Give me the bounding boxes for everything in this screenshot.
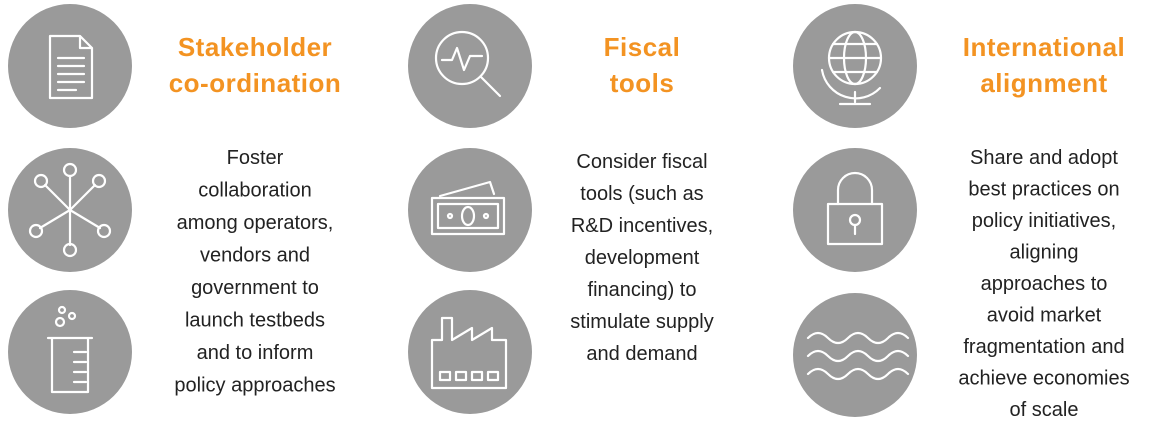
column-body: stimulate supply [570, 311, 713, 333]
column-body: approaches to [981, 273, 1108, 295]
column-body: among operators, [177, 212, 334, 234]
column-body: financing) to [588, 279, 697, 301]
column-body: and to inform [197, 342, 314, 364]
column-title: Fiscal [604, 32, 681, 62]
column-body: vendors and [200, 245, 310, 267]
column-body: fragmentation and [963, 336, 1124, 358]
icon-circle [408, 290, 532, 414]
document-icon [48, 34, 94, 100]
column-body: aligning [1010, 242, 1079, 264]
column-title: Stakeholder [178, 32, 332, 62]
icon-circle [8, 290, 132, 414]
magnifier-icon [434, 30, 502, 98]
column-title: alignment [980, 68, 1107, 98]
globe-icon [820, 30, 883, 106]
column-body: Share and adopt [970, 147, 1118, 169]
beaker-icon [46, 305, 94, 394]
icon-circle [793, 293, 917, 417]
column-body: launch testbeds [185, 310, 325, 332]
hands-icon [28, 162, 112, 258]
column-body: development [585, 247, 700, 269]
icons [8, 4, 917, 417]
column-body: Foster [227, 147, 284, 169]
column-body: government to [191, 277, 319, 299]
padlock-icon [826, 171, 884, 246]
icon-circle [408, 148, 532, 272]
icon-circle [408, 4, 532, 128]
icon-circle [793, 148, 917, 272]
column-body: achieve economies [958, 368, 1129, 390]
icon-circle [793, 4, 917, 128]
column-body: Consider fiscal [576, 151, 707, 173]
column-body: policy approaches [174, 375, 335, 397]
column-title: co-ordination [169, 68, 342, 98]
factory-icon [430, 316, 508, 390]
column-body: policy initiatives, [972, 210, 1117, 232]
column-body: of scale [1010, 399, 1079, 421]
column-body: avoid market [987, 305, 1102, 327]
column-body: and demand [586, 343, 697, 365]
column-body: tools (such as [580, 183, 703, 205]
waves-icon [806, 331, 910, 381]
column-title: tools [610, 68, 675, 98]
column-body: best practices on [968, 179, 1119, 201]
column-body: collaboration [198, 180, 311, 202]
column-title: International [963, 32, 1126, 62]
money-icon [430, 180, 506, 236]
column-body: R&D incentives, [571, 215, 713, 237]
